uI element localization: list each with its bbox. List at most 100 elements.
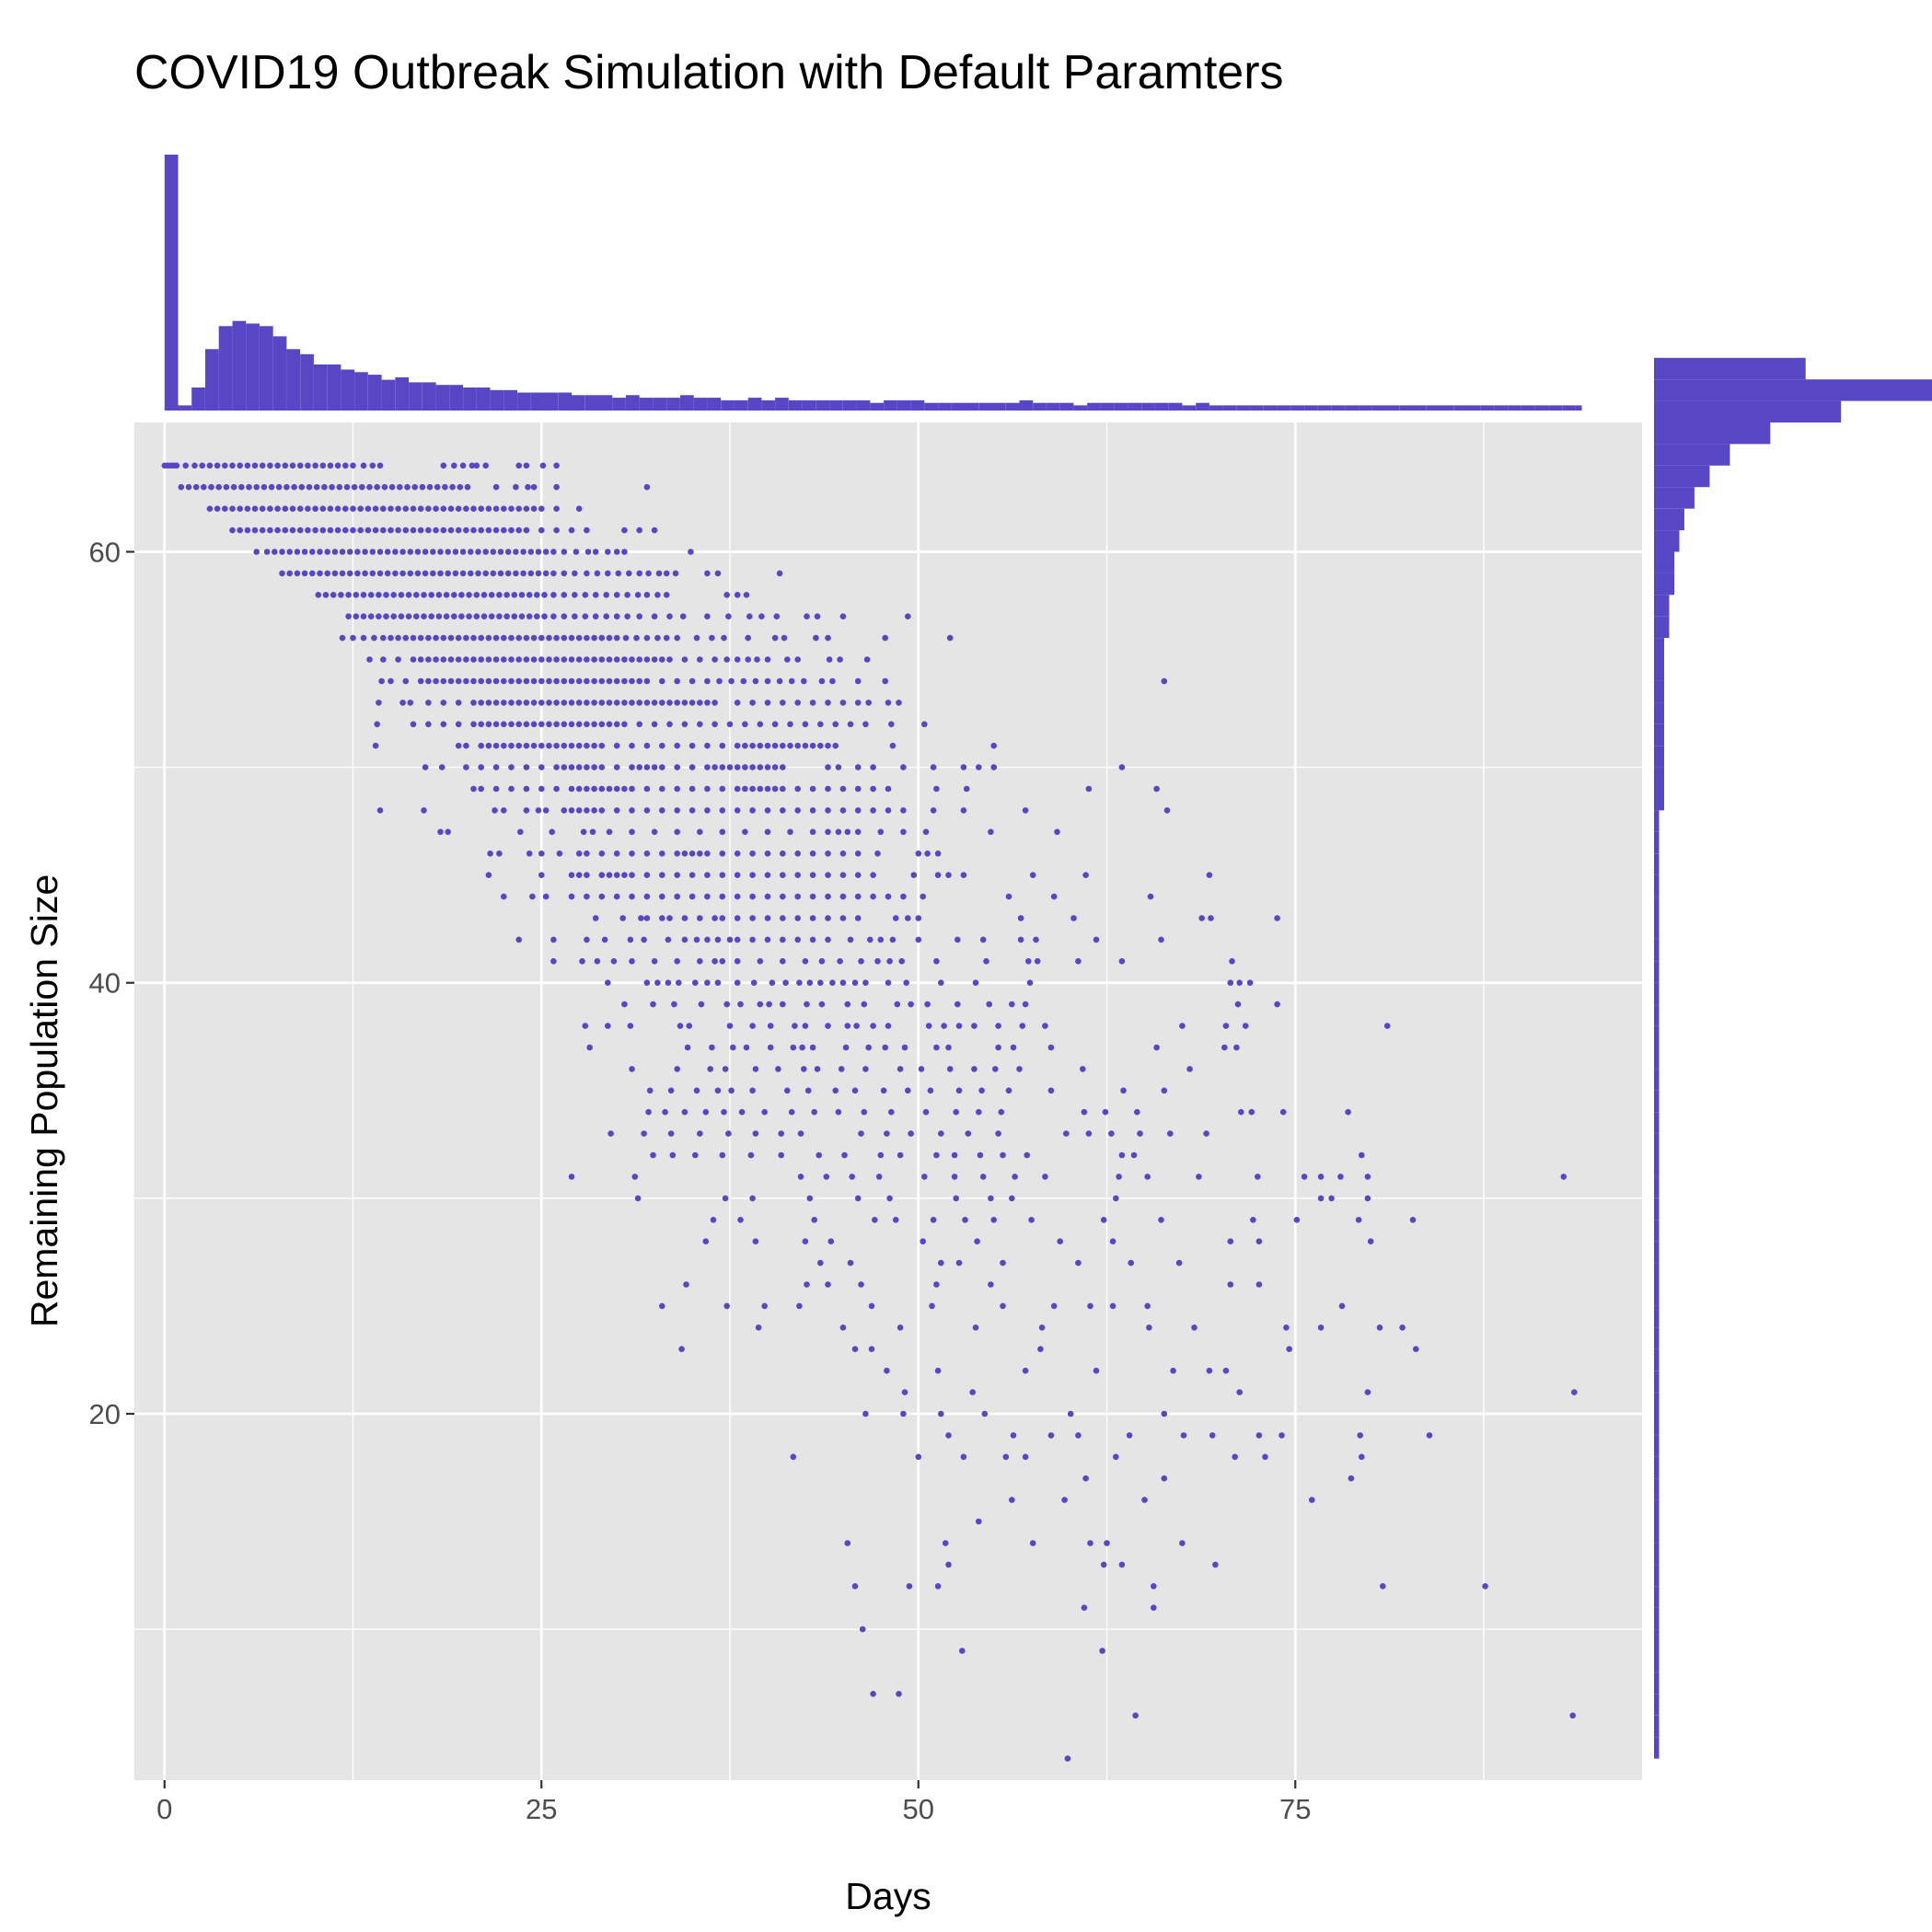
data-point <box>538 742 545 749</box>
data-point <box>397 483 403 491</box>
data-point <box>244 505 251 512</box>
data-point <box>561 764 568 770</box>
data-point <box>719 828 726 836</box>
data-point <box>515 700 522 706</box>
data-point <box>452 570 459 577</box>
data-point <box>362 570 368 577</box>
data-point <box>870 1023 876 1029</box>
data-point <box>854 807 862 814</box>
data-point <box>598 764 606 770</box>
data-point <box>1000 1151 1006 1159</box>
data-point <box>681 1108 688 1116</box>
data-point <box>790 1453 797 1461</box>
data-point <box>847 936 854 943</box>
histogram-bar <box>870 402 884 411</box>
data-point <box>938 1259 944 1267</box>
data-point <box>1144 1174 1151 1180</box>
data-point <box>780 872 786 878</box>
data-point <box>933 1281 940 1288</box>
data-point <box>1232 1453 1238 1461</box>
data-point <box>173 462 180 469</box>
data-point <box>470 656 477 663</box>
histogram-bar <box>503 389 517 411</box>
data-point <box>404 483 411 491</box>
data-point <box>435 613 443 619</box>
data-point <box>478 677 484 685</box>
data-point <box>530 483 538 491</box>
data-point <box>742 828 748 836</box>
data-point <box>726 764 734 770</box>
data-point <box>402 677 410 685</box>
data-point <box>229 526 236 534</box>
data-point <box>886 958 893 965</box>
histogram-bar <box>1562 405 1576 411</box>
data-point <box>723 1302 730 1310</box>
data-point <box>534 613 540 619</box>
data-point <box>797 1130 804 1137</box>
data-point <box>669 1151 677 1159</box>
data-point <box>809 700 816 706</box>
data-point <box>884 1130 890 1137</box>
data-point <box>853 1023 860 1029</box>
histogram-bar <box>1654 1090 1660 1113</box>
data-point <box>1242 1023 1249 1029</box>
data-point <box>636 677 642 685</box>
data-point <box>804 1281 810 1288</box>
histogram-bar <box>1263 405 1278 411</box>
histogram-bar <box>1654 444 1730 466</box>
data-point <box>305 462 311 469</box>
data-point <box>1209 1432 1216 1439</box>
data-point <box>378 677 385 685</box>
histogram-bar <box>1654 789 1664 811</box>
data-point <box>584 872 590 878</box>
data-point <box>780 764 786 770</box>
data-point <box>421 592 427 598</box>
data-point <box>1161 1087 1168 1094</box>
data-point <box>811 1108 817 1116</box>
data-point <box>734 958 741 965</box>
data-point <box>191 462 198 469</box>
data-point <box>825 634 831 642</box>
data-point <box>422 570 429 577</box>
data-point <box>809 1044 816 1051</box>
histogram-bar <box>422 382 436 411</box>
data-point <box>282 526 289 534</box>
data-point <box>503 592 510 598</box>
data-point <box>704 742 711 749</box>
data-point <box>665 936 672 943</box>
data-point <box>610 958 618 965</box>
data-point <box>629 656 635 663</box>
histogram-bar <box>829 399 843 411</box>
data-point <box>1279 1108 1287 1116</box>
data-point <box>433 656 439 663</box>
data-point <box>1222 1367 1230 1374</box>
data-point <box>773 613 781 619</box>
data-point <box>380 634 387 642</box>
data-point <box>331 549 339 555</box>
data-point <box>757 721 764 728</box>
data-point <box>666 656 673 663</box>
data-point <box>395 505 401 512</box>
data-point <box>749 1023 756 1029</box>
data-point <box>818 958 826 965</box>
data-point <box>621 526 628 534</box>
data-point <box>749 915 756 921</box>
data-point <box>561 570 568 577</box>
data-point <box>723 592 730 598</box>
data-point <box>841 1151 848 1159</box>
data-point <box>629 677 635 685</box>
data-point <box>469 462 476 469</box>
data-point <box>369 462 376 469</box>
data-point <box>946 1066 954 1072</box>
data-point <box>523 764 530 770</box>
data-point <box>629 785 635 792</box>
data-point <box>998 1108 1005 1116</box>
data-point <box>487 850 493 857</box>
data-point <box>613 807 620 814</box>
data-point <box>350 462 356 469</box>
data-point <box>787 742 793 749</box>
data-point <box>938 1130 944 1137</box>
data-point <box>542 570 550 577</box>
data-point <box>714 1087 722 1094</box>
histogram-bar <box>1654 1650 1660 1672</box>
